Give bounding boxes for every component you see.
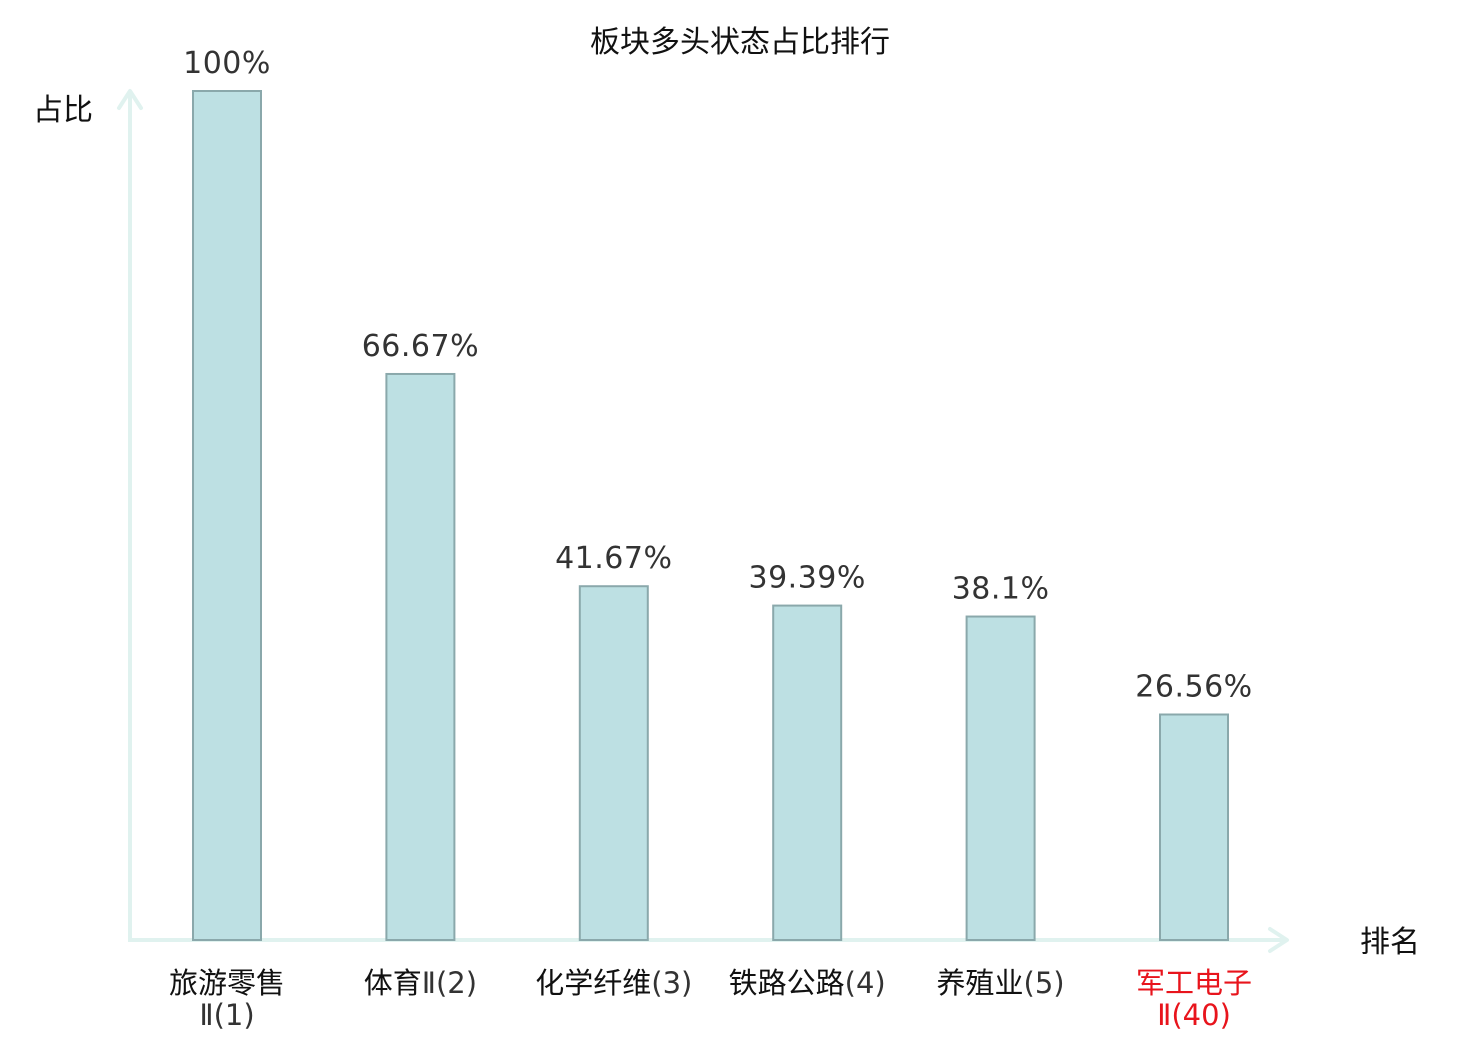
category-rank: Ⅱ(40) [1157,998,1231,1032]
category-label: 旅游零售 Ⅱ(1) [169,966,285,1032]
bar-value-label: 100% [183,46,271,81]
category-name: 养殖业 [937,966,1024,1000]
category-rank: (5) [1024,966,1065,1000]
bar-value-label: 66.67% [362,329,479,364]
bar [965,615,1036,941]
category-label: 军工电子 Ⅱ(40) [1136,966,1252,1032]
category-rank: (4) [845,966,886,1000]
category-label: 铁路公路(4) [729,966,886,1000]
category-name: 体育 [364,966,422,1000]
bar-value-label: 26.56% [1135,670,1252,705]
category-rank: Ⅱ(2) [422,966,477,1000]
chart-title: 板块多头状态占比排行 [590,25,890,60]
bar-value-label: 41.67% [555,541,672,576]
x-axis-arrow [1268,927,1289,953]
bar-value-label: 38.1% [952,572,1050,607]
bar [772,604,843,942]
y-axis-arrow [117,89,143,110]
category-rank: (3) [651,966,692,1000]
value-labels-group: 100% 66.67% 41.67% 39.39% 38.1% 26.56% [183,46,1252,705]
bar-value-label: 39.39% [749,561,866,596]
bar [385,372,456,942]
category-rank: Ⅱ(1) [199,998,254,1032]
category-labels-group: 旅游零售 Ⅱ(1)体育Ⅱ(2) 化学纤维(3) 铁路公路(4) 养殖业(5) 军工电子 Ⅱ(… [169,966,1252,1032]
axes [117,89,1289,953]
bar [578,585,649,941]
bar [1159,713,1229,942]
category-label: 养殖业(5) [937,966,1065,1000]
x-axis-label: 排名 [1360,925,1420,960]
bars-group [192,90,1229,942]
category-name: 旅游零售 [169,966,285,1000]
category-label: 体育Ⅱ(2) [364,966,477,1000]
bar [192,90,262,941]
category-label: 化学纤维(3) [535,966,692,1000]
category-name: 化学纤维 [535,966,651,1000]
category-name: 军工电子 [1136,966,1252,1000]
category-name: 铁路公路 [729,966,845,1000]
y-axis-label: 占比 [33,93,93,128]
